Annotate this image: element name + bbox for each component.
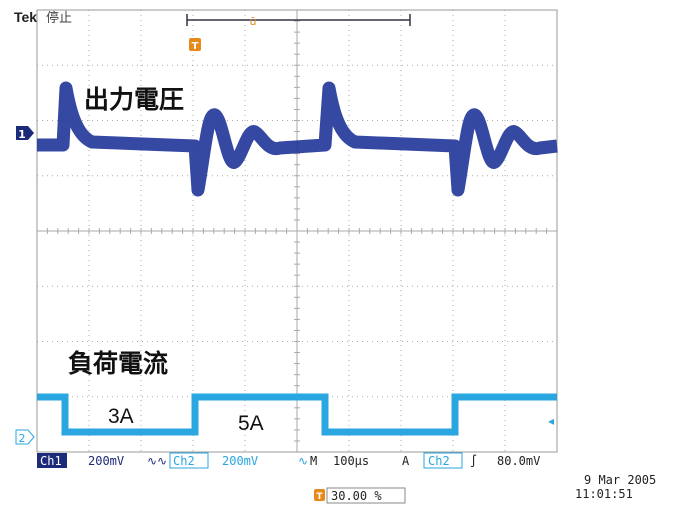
- brand: Tek: [14, 9, 37, 25]
- ch1-name: Ch1: [40, 454, 62, 468]
- ch1-bw: ∿∿: [147, 454, 167, 468]
- time: 11:01:51: [575, 487, 633, 501]
- record-trigger-marker: ū: [250, 15, 257, 28]
- trigger-marker-label: T: [192, 41, 199, 52]
- ch2-marker-label: 2: [19, 432, 26, 445]
- trigger-mode: A: [402, 454, 410, 468]
- horizontal-position: 30.00 %: [331, 489, 382, 503]
- date: 9 Mar 2005: [584, 473, 656, 487]
- timebase-label: M: [310, 454, 317, 468]
- ch1-marker-label: 1: [18, 128, 26, 141]
- trigger-slope: ∫: [470, 454, 477, 468]
- ch1-scale: 200mV: [88, 454, 124, 468]
- scope-screen: Tek 停止 ū T 1 2 ◂ 出力電圧 負荷電流 3A 5A Ch1 200…: [0, 0, 679, 509]
- timebase: 100µs: [333, 454, 369, 468]
- trigger-source: Ch2: [428, 454, 450, 468]
- trigger-level-arrow: ◂: [548, 414, 554, 428]
- current-label: 負荷電流: [68, 349, 168, 378]
- position-icon-label: T: [316, 492, 323, 502]
- voltage-label: 出力電圧: [84, 85, 184, 114]
- ch2-name: Ch2: [173, 454, 195, 468]
- trigger-level: 80.0mV: [497, 454, 540, 468]
- high-current-label: 5A: [238, 412, 264, 435]
- run-status: 停止: [46, 10, 72, 26]
- ch2-scale: 200mV: [222, 454, 258, 468]
- ch2-bw: ∿: [298, 454, 308, 468]
- low-current-label: 3A: [108, 405, 134, 428]
